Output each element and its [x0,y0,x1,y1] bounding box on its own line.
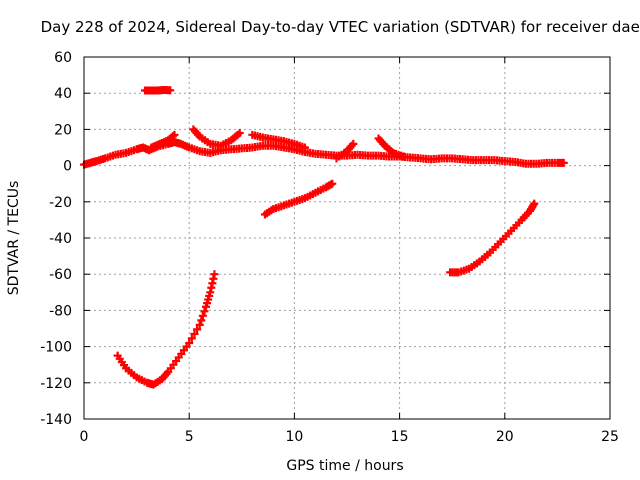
y-tick-label: -40 [49,231,72,247]
data-point [195,320,204,329]
data-point [198,311,207,320]
y-tick-label: 40 [54,86,72,102]
tick-labels: 0 5 10 15 20 25 -140 -120 -100 -80 -60 -40 -20 0 20 40 6… [40,50,619,445]
data-point [399,152,408,161]
series-short-40 [141,85,175,95]
y-tick-label: 0 [63,159,72,175]
data-point [187,334,196,343]
data-point [166,86,175,95]
data-point [190,329,199,338]
data-point [349,139,358,148]
data-point [530,199,539,208]
grid-lines [84,57,610,419]
data-point [185,338,194,347]
y-tick-label: 20 [54,122,72,138]
y-tick-label: -140 [40,412,72,428]
y-tick-label: 60 [54,50,72,66]
x-axis-title: GPS time / hours [286,458,403,474]
x-tick-label: 0 [80,429,89,445]
data-point [235,129,244,138]
series-arc-neg120 [113,270,219,389]
data-point [210,270,219,279]
data-point [559,158,568,167]
data-series [80,85,568,389]
data-point [200,307,209,316]
series-arc-3to4 [147,130,179,152]
x-tick-label: 5 [185,429,194,445]
data-point [197,316,206,325]
data-point [170,130,179,139]
y-tick-label: -60 [49,267,72,283]
x-tick-label: 20 [496,429,514,445]
series-arc-5to7 [189,125,244,150]
data-point [193,325,202,334]
series-arc-8to10 [248,130,309,152]
plot-frame [83,56,611,420]
data-point [300,143,309,152]
y-tick-label: -80 [49,303,72,319]
axis-ticks [83,56,611,420]
series-arc-neg20 [260,179,337,219]
y-tick-label: -20 [49,195,72,211]
series-arc-14to15 [374,134,408,161]
x-tick-label: 25 [601,429,619,445]
data-point [328,179,337,188]
chart-title: Day 228 of 2024, Sidereal Day-to-day VTE… [41,18,640,36]
x-tick-label: 15 [391,429,409,445]
series-arc-neg60 [446,199,539,277]
series-arc-12to13 [332,139,358,163]
x-tick-label: 10 [285,429,303,445]
y-tick-label: -100 [40,340,72,356]
y-tick-label: -120 [40,376,72,392]
y-axis-title: SDTVAR / TECUs [6,181,22,296]
